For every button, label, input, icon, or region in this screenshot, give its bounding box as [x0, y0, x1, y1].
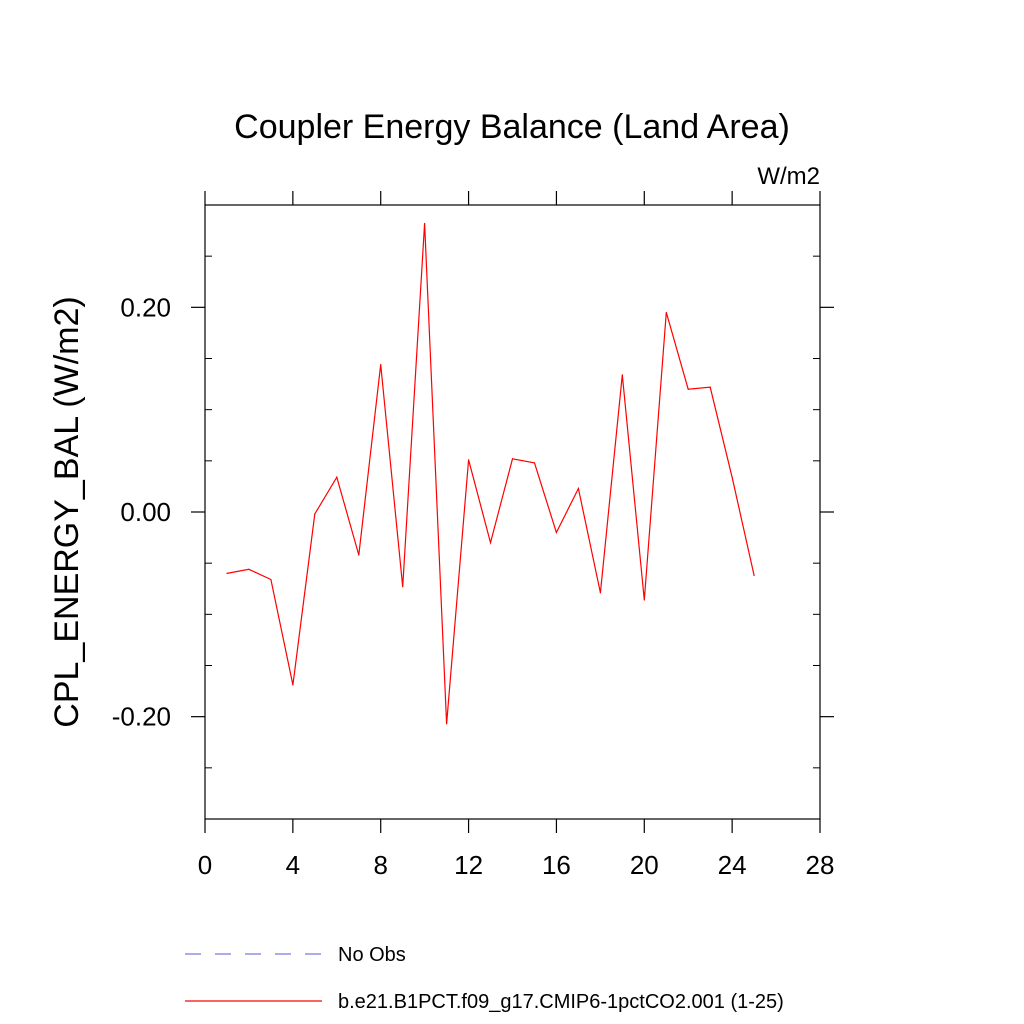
y-tick-label: 0.20	[120, 292, 171, 322]
plot-frame	[204, 204, 821, 820]
data-point	[380, 364, 382, 366]
x-tick-label: 12	[454, 850, 483, 880]
legend-label: b.e21.B1PCT.f09_g17.CMIP6-1pctCO2.001 (1…	[338, 991, 784, 1013]
x-tick-label: 28	[806, 850, 835, 880]
data-point	[731, 476, 733, 478]
data-point	[314, 513, 316, 515]
axis-ticks	[191, 191, 834, 833]
data-point	[270, 578, 272, 581]
x-tick-label: 0	[198, 850, 212, 880]
data-point	[292, 684, 294, 686]
chart-title: Coupler Energy Balance (Land Area)	[234, 108, 790, 146]
data-point	[248, 568, 250, 570]
x-tick-label: 16	[542, 850, 571, 880]
data-point	[643, 599, 645, 601]
units-label: W/m2	[757, 163, 820, 190]
data-point	[424, 222, 426, 225]
x-tick-label: 8	[373, 850, 387, 880]
data-point	[621, 374, 623, 376]
data-point	[577, 487, 579, 490]
data-point	[599, 592, 601, 594]
y-axis-label: CPL_ENERGY_BAL (W/m2)	[48, 296, 86, 727]
data-point	[555, 531, 558, 534]
legend-label: No Obs	[338, 944, 406, 966]
legend: No Obs b.e21.B1PCT.f09_g17.CMIP6-1pctCO2.…	[185, 944, 784, 1013]
y-tick-label: -0.20	[112, 702, 171, 732]
data-point	[446, 723, 448, 725]
data-point	[226, 572, 228, 575]
x-tick-label: 4	[286, 850, 300, 880]
data-point	[467, 459, 470, 461]
data-point	[489, 542, 492, 544]
x-tick-label: 24	[718, 850, 747, 880]
data-point	[665, 311, 667, 314]
data-point	[687, 388, 689, 390]
y-tick-label: 0.00	[120, 497, 171, 527]
x-tick-label: 20	[630, 850, 659, 880]
data-point	[336, 476, 338, 478]
series-layer	[226, 222, 755, 725]
axis-tick-labels: 0 4 8 12 16 20 24 28 -0.20 0.00 0.20	[112, 292, 835, 880]
data-point	[402, 586, 404, 588]
data-point	[511, 458, 514, 460]
series-line	[226, 223, 755, 724]
data-point	[358, 554, 360, 556]
data-point	[533, 462, 536, 464]
data-point	[709, 386, 711, 388]
data-point	[753, 574, 755, 577]
